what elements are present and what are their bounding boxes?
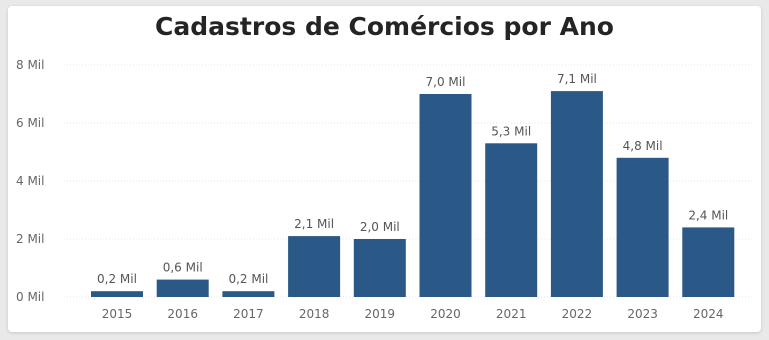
data-labels: 0,2 Mil 0,6 Mil 0,2 Mil 2,1 Mil 2,0 Mil 7,0 M… (97, 72, 728, 286)
x-tick-label: 2016 (167, 307, 198, 321)
data-label: 5,3 Mil (491, 124, 531, 138)
bar (419, 94, 472, 297)
x-tick-label: 2023 (627, 307, 658, 321)
y-tick-label: 0 Mil (16, 290, 44, 304)
data-label: 2,4 Mil (688, 208, 728, 222)
y-tick-label: 6 Mil (16, 116, 44, 130)
x-tick-label: 2024 (693, 307, 724, 321)
bar (485, 143, 538, 297)
x-tick-label: 2019 (365, 307, 396, 321)
bar (616, 157, 669, 297)
data-label: 7,0 Mil (426, 75, 466, 89)
x-tick-label: 2017 (233, 307, 264, 321)
y-tick-label: 8 Mil (16, 58, 44, 72)
chart-title: Cadastros de Comércios por Ano (155, 12, 614, 41)
data-label: 2,1 Mil (294, 217, 334, 231)
bar (222, 291, 275, 297)
bar (353, 239, 406, 297)
data-label: 0,2 Mil (228, 272, 268, 286)
x-tick-label: 2018 (299, 307, 330, 321)
x-tick-label: 2015 (102, 307, 133, 321)
bar (550, 91, 603, 297)
x-tick-label: 2021 (496, 307, 527, 321)
data-label: 0,6 Mil (163, 261, 203, 275)
y-tick-label: 4 Mil (16, 174, 44, 188)
bar (156, 279, 209, 297)
bars (91, 91, 735, 297)
data-label: 2,0 Mil (360, 220, 400, 234)
data-label: 0,2 Mil (97, 272, 137, 286)
x-axis-ticks: 2015 2016 2017 2018 2019 2020 2021 2022 2023 2024 (102, 307, 724, 321)
bar (288, 236, 341, 297)
y-tick-label: 2 Mil (16, 232, 44, 246)
bar (682, 227, 735, 297)
y-axis-ticks: 0 Mil 2 Mil 4 Mil 6 Mil 8 Mil (16, 58, 44, 304)
data-label: 7,1 Mil (557, 72, 597, 86)
x-tick-label: 2020 (430, 307, 461, 321)
x-tick-label: 2022 (562, 307, 593, 321)
bar (91, 291, 143, 297)
data-label: 4,8 Mil (623, 139, 663, 153)
